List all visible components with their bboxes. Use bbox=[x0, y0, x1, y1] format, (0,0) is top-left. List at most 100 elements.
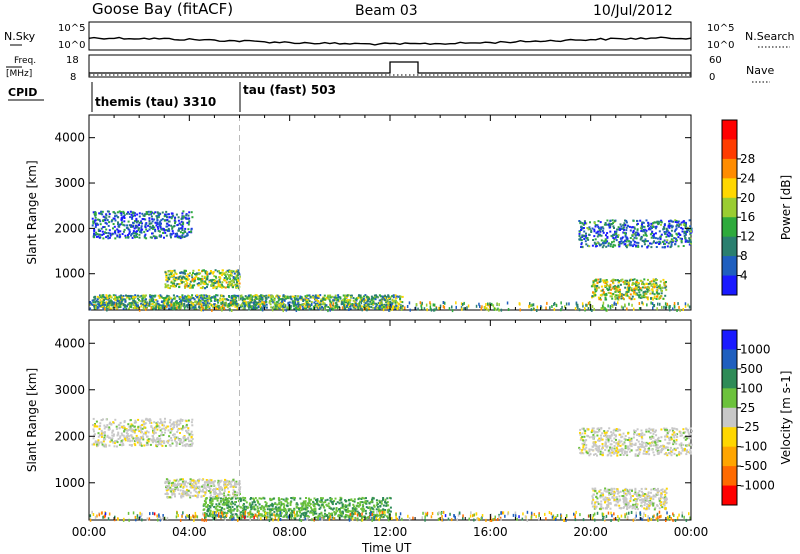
data-cell bbox=[581, 234, 584, 237]
data-cell bbox=[371, 499, 374, 502]
data-cell bbox=[158, 230, 161, 233]
data-cell bbox=[609, 283, 612, 286]
data-cell bbox=[356, 297, 359, 300]
data-cell bbox=[138, 443, 141, 446]
data-cell bbox=[344, 299, 346, 302]
data-cell bbox=[662, 226, 665, 229]
data-cell bbox=[606, 283, 608, 286]
data-cell bbox=[194, 273, 196, 276]
data-cell bbox=[191, 433, 194, 436]
data-cell bbox=[165, 274, 168, 277]
data-cell bbox=[240, 304, 243, 307]
data-cell bbox=[639, 279, 642, 282]
data-cell bbox=[627, 286, 629, 289]
data-cell bbox=[183, 436, 186, 439]
data-cell bbox=[101, 301, 104, 304]
data-cell bbox=[107, 428, 110, 431]
data-cell bbox=[116, 228, 119, 231]
data-cell bbox=[633, 291, 636, 294]
data-cell bbox=[124, 437, 126, 440]
data-cell bbox=[247, 511, 250, 514]
data-cell bbox=[129, 295, 132, 298]
data-cell bbox=[602, 292, 605, 295]
data-cell bbox=[227, 490, 230, 493]
data-cell bbox=[631, 281, 634, 284]
data-cell bbox=[578, 230, 581, 233]
data-cell bbox=[587, 301, 590, 305]
data-cell bbox=[677, 225, 680, 228]
data-cell bbox=[665, 227, 668, 230]
data-cell bbox=[202, 484, 205, 487]
data-cell bbox=[210, 300, 213, 302]
data-cell bbox=[304, 298, 306, 301]
data-cell bbox=[185, 304, 188, 307]
data-cell bbox=[606, 236, 609, 239]
data-cell bbox=[138, 438, 141, 441]
data-cell bbox=[164, 431, 166, 434]
data-cell bbox=[127, 220, 130, 223]
data-cell bbox=[222, 295, 225, 298]
data-cell bbox=[647, 285, 650, 288]
data-cell bbox=[684, 304, 687, 308]
data-cell bbox=[165, 426, 168, 429]
data-cell bbox=[179, 432, 181, 434]
data-cell bbox=[201, 490, 204, 493]
data-cell bbox=[256, 499, 259, 502]
data-cell bbox=[156, 428, 159, 431]
data-cell bbox=[247, 302, 250, 305]
data-cell bbox=[579, 236, 582, 239]
data-cell bbox=[660, 233, 663, 236]
data-cell bbox=[641, 301, 643, 305]
data-cell bbox=[492, 304, 495, 308]
data-cell bbox=[668, 305, 670, 309]
data-cell bbox=[168, 273, 171, 276]
data-cell bbox=[278, 303, 280, 307]
data-cell bbox=[143, 296, 146, 299]
data-cell bbox=[181, 294, 184, 297]
data-cell bbox=[199, 272, 202, 275]
data-cell bbox=[201, 479, 204, 482]
data-cell bbox=[318, 500, 321, 503]
data-cell bbox=[664, 286, 667, 289]
data-cell bbox=[689, 242, 692, 245]
data-cell bbox=[280, 501, 283, 504]
data-cell bbox=[605, 245, 608, 248]
data-cell bbox=[175, 484, 178, 487]
data-cell bbox=[123, 420, 126, 423]
data-cell bbox=[218, 275, 221, 278]
data-cell bbox=[660, 221, 663, 224]
data-cell bbox=[118, 302, 121, 305]
data-cell bbox=[161, 304, 164, 307]
data-cell bbox=[128, 232, 131, 235]
data-cell bbox=[189, 272, 191, 275]
data-cell bbox=[297, 295, 299, 298]
data-cell bbox=[274, 307, 277, 310]
data-cell bbox=[97, 439, 100, 442]
data-cell bbox=[215, 298, 218, 301]
data-cell bbox=[642, 221, 645, 224]
data-cell bbox=[236, 284, 239, 287]
data-cell bbox=[173, 269, 176, 272]
data-cell bbox=[187, 419, 190, 422]
data-cell bbox=[664, 294, 667, 297]
data-cell bbox=[157, 227, 160, 230]
data-cell bbox=[646, 246, 649, 249]
data-cell bbox=[623, 228, 625, 231]
data-cell bbox=[215, 277, 218, 280]
data-cell bbox=[165, 484, 168, 487]
data-cell bbox=[645, 234, 648, 237]
data-cell bbox=[226, 512, 229, 514]
data-cell bbox=[175, 300, 178, 302]
data-cell bbox=[291, 295, 294, 298]
data-cell bbox=[603, 240, 606, 243]
data-cell bbox=[142, 305, 145, 308]
data-cell bbox=[187, 432, 190, 435]
data-cell bbox=[642, 291, 645, 294]
data-cell bbox=[181, 224, 184, 227]
data-cell bbox=[181, 303, 184, 306]
data-cell bbox=[688, 305, 691, 309]
data-cell bbox=[260, 294, 263, 297]
data-cell bbox=[209, 500, 212, 503]
data-cell bbox=[392, 300, 395, 303]
data-cell bbox=[190, 230, 192, 233]
